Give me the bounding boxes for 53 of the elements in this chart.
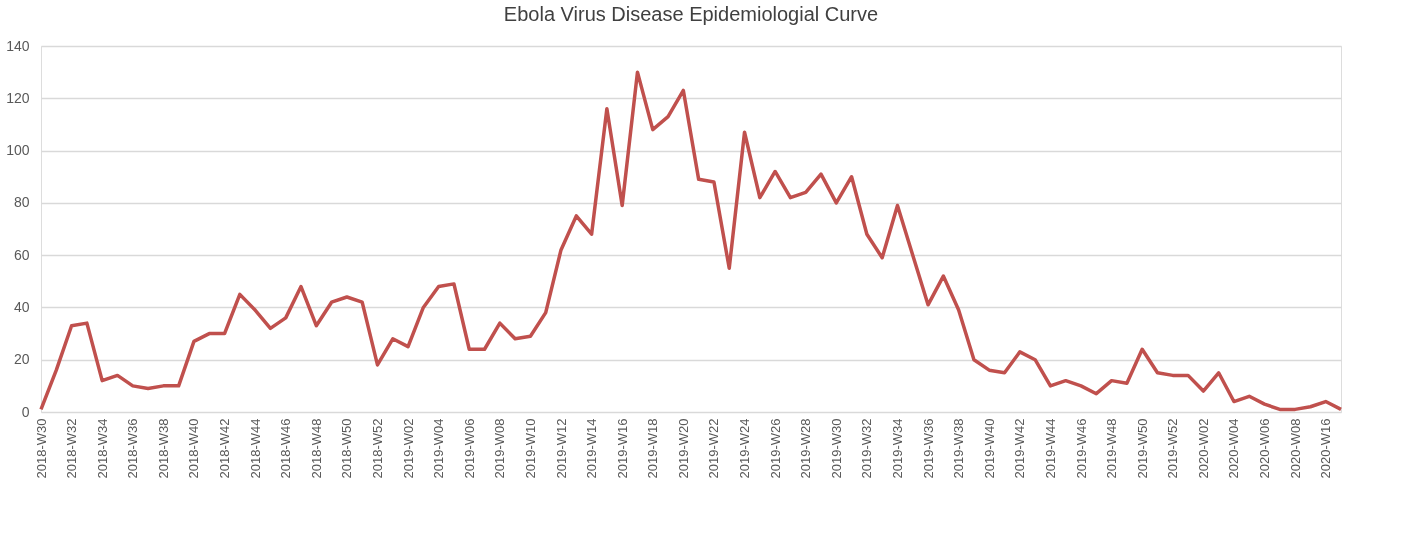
y-tick-label: 60 <box>13 246 30 263</box>
y-tick-label: 80 <box>13 194 30 211</box>
x-tick-label: 2019-W44 <box>1042 418 1058 479</box>
x-tick-label: 2018-W52 <box>369 418 385 479</box>
x-tick-label: 2019-W08 <box>492 418 508 479</box>
x-tick-label: 2020-W06 <box>1257 418 1273 479</box>
x-tick-label: 2019-W32 <box>859 418 875 479</box>
x-tick-label: 2019-W16 <box>614 418 630 479</box>
x-tick-label: 2019-W04 <box>431 418 447 479</box>
x-tick-label: 2019-W40 <box>981 418 997 479</box>
x-tick-label: 2019-W36 <box>920 418 936 479</box>
x-tick-label: 2018-W40 <box>186 418 202 479</box>
x-tick-label: 2018-W50 <box>339 418 355 479</box>
x-tick-label: 2019-W42 <box>1012 418 1028 479</box>
x-tick-label: 2020-W08 <box>1287 418 1303 479</box>
x-tick-label: 2019-W50 <box>1134 418 1150 479</box>
x-tick-label: 2019-W34 <box>889 418 905 479</box>
x-tick-label: 2019-W46 <box>1073 418 1089 479</box>
x-tick-label: 2018-W32 <box>64 418 80 479</box>
x-tick-label: 2019-W48 <box>1104 418 1120 479</box>
x-tick-label: 2018-W48 <box>308 418 324 479</box>
x-tick-label: 2019-W24 <box>737 418 753 479</box>
x-tick-label: 2018-W44 <box>247 418 263 479</box>
x-tick-label: 2018-W46 <box>278 418 294 479</box>
x-tick-label: 2019-W14 <box>584 418 600 479</box>
x-tick-label: 2019-W28 <box>798 418 814 479</box>
x-tick-label: 2018-W36 <box>125 418 141 479</box>
x-tick-label: 2019-W52 <box>1165 418 1181 479</box>
x-tick-label: 2018-W30 <box>33 418 49 479</box>
x-tick-label: 2019-W26 <box>767 418 783 479</box>
x-tick-label: 2019-W06 <box>461 418 477 479</box>
y-tick-label: 20 <box>13 351 30 368</box>
y-tick-label: 120 <box>6 89 30 106</box>
x-tick-label: 2020-W04 <box>1226 418 1242 479</box>
x-tick-label: 2020-W16 <box>1318 418 1334 479</box>
x-tick-label: 2019-W38 <box>951 418 967 479</box>
y-tick-label: 140 <box>6 37 30 54</box>
x-tick-label: 2019-W22 <box>706 418 722 479</box>
x-tick-label: 2018-W34 <box>94 418 110 479</box>
y-tick-label: 40 <box>13 298 30 315</box>
x-tick-label: 2019-W20 <box>675 418 691 479</box>
x-tick-label: 2020-W02 <box>1195 418 1211 479</box>
x-tick-label: 2019-W30 <box>828 418 844 479</box>
x-tick-label: 2018-W38 <box>155 418 171 479</box>
line-series <box>39 70 1343 412</box>
y-tick-label: 100 <box>6 142 30 159</box>
x-tick-label: 2018-W42 <box>217 418 233 479</box>
chart-title: Ebola Virus Disease Epidemiologial Curve <box>503 3 879 25</box>
x-tick-label: 2019-W12 <box>553 418 569 479</box>
x-tick-label: 2019-W10 <box>522 418 538 479</box>
x-tick-label: 2019-W02 <box>400 418 416 479</box>
x-tick-label: 2019-W18 <box>645 418 661 479</box>
y-tick-label: 0 <box>21 403 30 420</box>
